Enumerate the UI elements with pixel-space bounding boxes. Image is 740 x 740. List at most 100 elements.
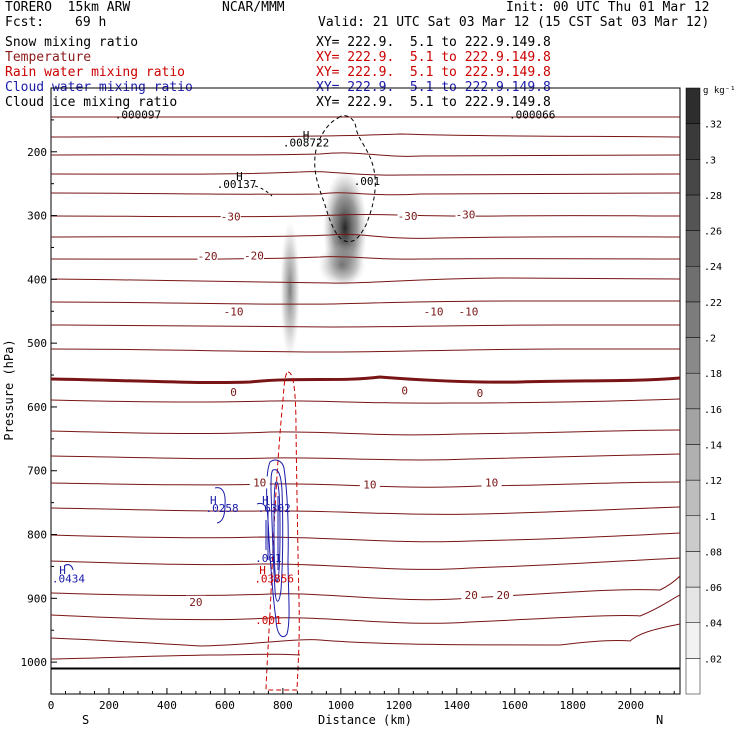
extremum-label: .0258 [205, 502, 238, 515]
colorbar-segment [685, 123, 701, 160]
x-tick-label: 400 [157, 699, 177, 712]
temperature-label: -30 [456, 209, 476, 222]
temperature-label-bg [423, 305, 444, 318]
x-tick-label: 1400 [444, 699, 471, 712]
temperature-label-bg [458, 305, 479, 318]
extremum-label: H [303, 129, 310, 142]
colorbar-tick-label: .18 [704, 369, 722, 380]
legend-snow-name: Snow mixing ratio [5, 35, 139, 50]
temperature-label-bg [394, 384, 415, 397]
temperature-label: -10 [458, 306, 478, 319]
cloud-ice-contour-west [254, 185, 273, 197]
colorbar-tick-label: .12 [704, 476, 722, 487]
colorbar-tick-label: .16 [704, 405, 722, 416]
colorbar-tick-label: .26 [704, 227, 722, 238]
y-tick-label: 200 [27, 146, 47, 159]
temperature-label-bg [493, 588, 514, 601]
colorbar-segment [685, 622, 701, 659]
x-tick-label: 1800 [560, 699, 587, 712]
colorbar-tick-label: .1 [704, 512, 716, 523]
colorbar-tick-label: .2 [704, 334, 716, 345]
y-tick-label: 600 [27, 401, 47, 414]
colorbar-segment [685, 159, 701, 196]
extremum-label: .6302 [258, 502, 291, 515]
legend-rain-xy: XY= 222.9. 5.1 to 222.9.149.8 [316, 65, 551, 80]
temperature-label-bg [455, 208, 476, 221]
colorbar-tick-label: .02 [704, 654, 722, 665]
extremum-label: H [236, 170, 243, 183]
x-tick-label: 200 [99, 699, 119, 712]
colorbar-segment [685, 551, 701, 588]
extremum-label: H [259, 564, 266, 577]
extremum-label: .00137 [217, 178, 257, 191]
temperature-label: -10 [224, 306, 244, 319]
extremum-label: .008722 [283, 137, 329, 150]
extremum-label: .001 [255, 552, 282, 565]
forecast-label: Fcst: [5, 15, 45, 30]
temperature-label: 20 [497, 589, 510, 602]
south-label: S [82, 713, 89, 727]
legend-cloudice-xy: XY= 222.9. 5.1 to 222.9.149.8 [316, 95, 551, 110]
y-tick-label: 800 [27, 529, 47, 542]
colorbar-unit: g kg⁻¹ [703, 86, 736, 96]
colorbar-segment [685, 87, 701, 124]
colorbar-tick-label: .3 [704, 155, 716, 166]
temperature-label-bg [481, 476, 502, 489]
extremum-label: H [59, 564, 66, 577]
colorbar-tick-label: .28 [704, 191, 722, 202]
extremum-label: H [210, 494, 217, 507]
extremum-label: .000097 [115, 109, 161, 122]
extremum-label: .0434 [52, 572, 85, 585]
temperature-label-bg [397, 209, 418, 222]
colorbar-segment [685, 408, 701, 445]
temperature-label: -20 [244, 249, 264, 262]
temperature-contours [51, 116, 680, 660]
temperature-label: 0 [230, 386, 237, 399]
snow-shading-lower [318, 243, 366, 287]
extremum-label: .001 [354, 175, 381, 188]
colorbar-tick-label: .14 [704, 440, 722, 451]
y-axis-label: Pressure (hPa) [2, 339, 16, 440]
x-tick-label: 0 [48, 699, 55, 712]
temperature-label: 20 [189, 596, 202, 609]
x-axis: 0 200 400 600 800 1000 1200 1400 1600 1800 2000 [48, 688, 675, 712]
extremum-label: .001 [255, 614, 282, 627]
colorbar-tick-label: .24 [704, 262, 722, 273]
temperature-label-bg [249, 476, 270, 489]
cloud-water-contours [63, 459, 290, 638]
temperature-label-bg [223, 305, 244, 318]
temperature-label-bg [461, 588, 482, 601]
init-time: Init: 00 UTC Thu 01 Mar 12 [506, 0, 710, 15]
colorbar-segment [685, 586, 701, 623]
colorbar-tick-label: .06 [704, 583, 722, 594]
y-tick-label: 900 [27, 592, 47, 605]
zero-isotherm [51, 375, 680, 385]
colorbar-tick-label: .22 [704, 298, 722, 309]
plot-frame [50, 87, 681, 695]
x-tick-label: 1600 [502, 699, 529, 712]
temperature-label: -20 [198, 250, 218, 263]
x-tick-label: 1200 [386, 699, 413, 712]
colorbar-segment [685, 230, 701, 267]
y-tick-label: 1000 [21, 656, 48, 669]
colorbar-segment [685, 194, 701, 231]
extremum-label: H [262, 494, 269, 507]
y-tick-label: 300 [27, 210, 47, 223]
temperature-label: -10 [424, 306, 444, 319]
colorbar-tick-label: .08 [704, 547, 722, 558]
legend-temperature-xy: XY= 222.9. 5.1 to 222.9.149.8 [316, 50, 551, 65]
colorbar-segment [685, 515, 701, 552]
extremum-label: .000066 [509, 109, 555, 122]
temperature-label: 20 [465, 589, 478, 602]
org-label: NCAR/MMM [222, 0, 285, 15]
temperature-label-bg [243, 249, 264, 262]
y-tick-label: 700 [27, 465, 47, 478]
colorbar-segment [685, 372, 701, 410]
legend-rain-name: Rain water mixing ratio [5, 65, 186, 80]
temperature-label: 0 [401, 385, 408, 398]
temperature-label-bg [185, 595, 206, 608]
temperature-label-bg [223, 385, 244, 398]
cloud-ice-contour-main [314, 115, 376, 243]
